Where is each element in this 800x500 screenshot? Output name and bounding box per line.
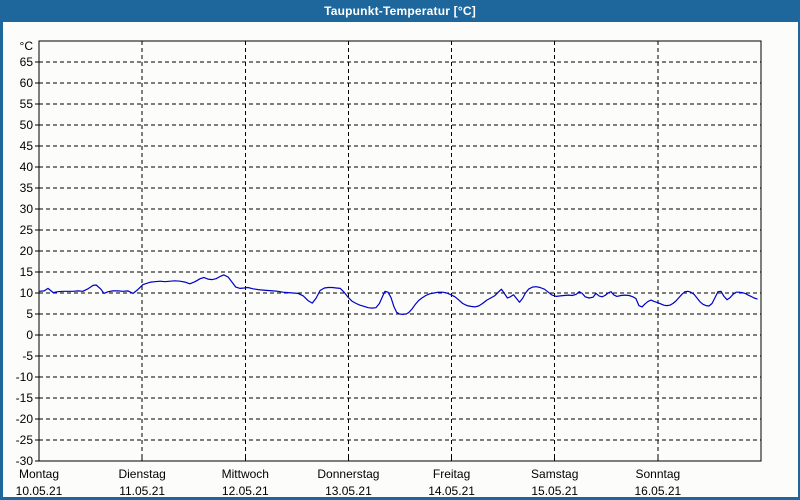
x-day-label: Sonntag — [635, 467, 680, 481]
x-day-label: Mittwoch — [222, 467, 269, 481]
x-day-label: Freitag — [433, 467, 470, 481]
x-date-label: 15.05.21 — [531, 484, 578, 498]
window-titlebar: Taupunkt-Temperatur [°C] — [3, 0, 798, 22]
x-day-label: Dienstag — [118, 467, 165, 481]
x-date-label: 11.05.21 — [119, 484, 165, 498]
x-day-label: Donnerstag — [317, 467, 379, 481]
y-tick-label: 60 — [20, 76, 34, 90]
x-date-label: 14.05.21 — [428, 484, 475, 498]
x-date-label: 16.05.21 — [634, 484, 681, 498]
x-date-label: 10.05.21 — [16, 484, 63, 498]
y-tick-label: 65 — [20, 55, 34, 69]
y-tick-label: 0 — [26, 328, 33, 342]
y-tick-label: 10 — [20, 286, 34, 300]
y-tick-label: 35 — [20, 181, 34, 195]
y-tick-label: 25 — [20, 223, 34, 237]
plot-border — [38, 40, 762, 462]
y-tick-label: 50 — [20, 118, 34, 132]
y-tick-label: 55 — [20, 97, 34, 111]
y-tick-label: -25 — [16, 433, 34, 447]
chart-area: 65 60 55 50 45 40 35 30 25 20 15 10 5 0 -5 -10 -15 -20 -25… — [3, 22, 798, 498]
y-tick-label: 45 — [20, 139, 34, 153]
y-tick-label: 5 — [26, 307, 33, 321]
y-tick-label: -5 — [22, 349, 33, 363]
y-tick-label: -10 — [16, 370, 34, 384]
y-tick-label: 30 — [20, 202, 34, 216]
y-axis-unit-label: °C — [20, 39, 34, 53]
x-date-label: 13.05.21 — [325, 484, 372, 498]
window-title: Taupunkt-Temperatur [°C] — [324, 4, 476, 18]
x-day-label: Montag — [19, 467, 59, 481]
y-tick-label: -15 — [16, 391, 34, 405]
y-tick-label: -30 — [16, 454, 34, 468]
y-tick-label: 40 — [20, 160, 34, 174]
x-day-label: Samstag — [531, 467, 578, 481]
dewpoint-chart: 65605550454035302520151050-5-10-15-20-25… — [3, 22, 798, 498]
series-line-taupunkt — [38, 274, 758, 315]
chart-background — [3, 22, 798, 497]
y-tick-label: 20 — [20, 244, 34, 258]
y-tick-label: 15 — [20, 265, 34, 279]
y-tick-label: -20 — [16, 412, 34, 426]
x-date-label: 12.05.21 — [222, 484, 269, 498]
